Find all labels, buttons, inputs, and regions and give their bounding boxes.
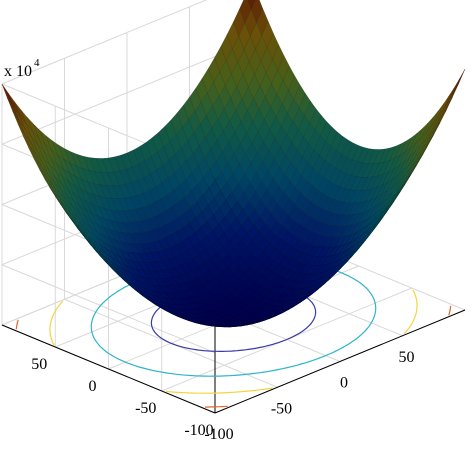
surface-patch [247,0,256,10]
x-tick-label: 0 [340,375,348,392]
y-tick-label: 50 [31,356,47,373]
x-tick-label: -50 [271,400,292,417]
z-multiplier-base: x 10 [4,63,32,80]
left-wall-grid-line [1,264,216,354]
axis-line [214,309,466,414]
z-multiplier-exponent: 4 [34,57,40,69]
surface-patch [447,78,460,102]
axis-line [1,324,216,414]
x-tick-label: -100 [204,426,233,443]
y-tick-label: -100 [184,422,213,439]
x-tick-label: 50 [399,349,415,366]
axis-ticks: -100 -50 0 50 -100 -50 0 50 [31,349,414,443]
back-wall-grid-line [1,40,253,145]
surface-patch [1,83,14,108]
surface-patch [442,87,455,111]
surface-mesh [1,0,466,328]
y-tick-label: 0 [89,378,97,395]
back-wall-grid-line [1,0,208,85]
y-tick-label: -50 [135,400,156,417]
z-multiplier: x 10 4 [4,57,40,80]
surface-patch [453,68,466,93]
